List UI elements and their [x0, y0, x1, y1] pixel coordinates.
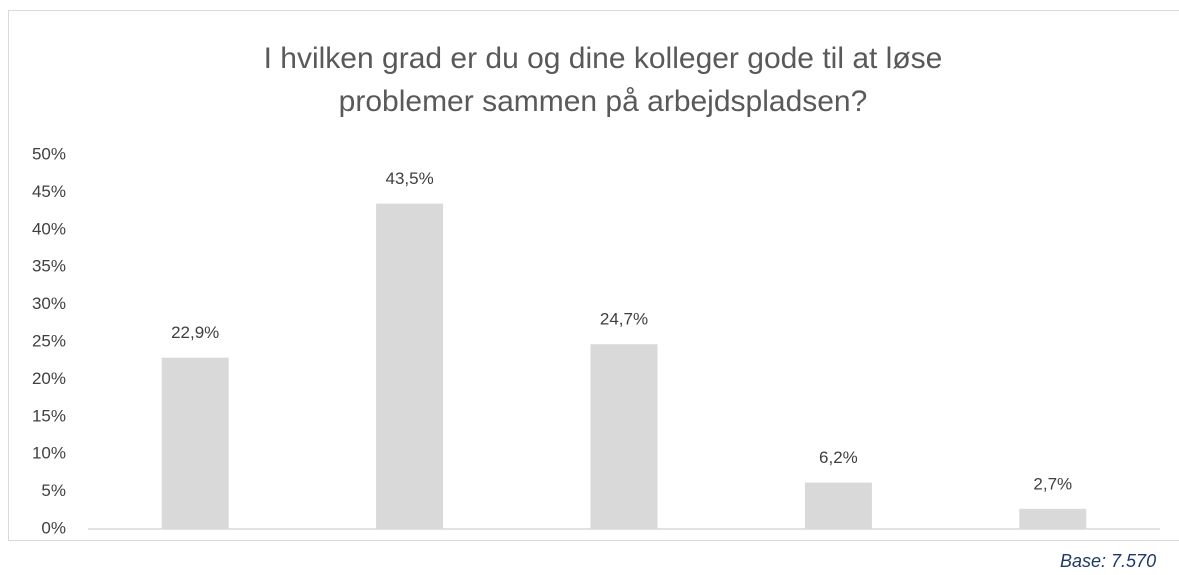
y-tick-label: 40%	[32, 219, 66, 238]
y-tick-label: 35%	[32, 257, 66, 276]
y-tick-label: 45%	[32, 182, 66, 201]
data-label: 43,5%	[385, 169, 433, 188]
y-tick-label: 25%	[32, 331, 66, 350]
bar	[1019, 508, 1087, 529]
y-tick-label: 30%	[32, 294, 66, 313]
data-label: 2,7%	[1033, 474, 1072, 493]
y-tick-label: 15%	[32, 406, 66, 425]
data-label: 24,7%	[600, 310, 648, 329]
y-tick-label: 0%	[41, 518, 66, 537]
bar	[376, 203, 444, 529]
annotation: Base: 7.570	[1060, 551, 1156, 571]
bar	[161, 357, 229, 529]
y-tick-label: 20%	[32, 369, 66, 388]
bar	[590, 344, 658, 529]
y-tick-label: 10%	[32, 444, 66, 463]
footer-background	[0, 541, 1179, 575]
y-tick-label: 5%	[41, 481, 66, 500]
bar	[804, 482, 872, 529]
chart-title: I hvilken grad er du og dine kolleger go…	[264, 42, 943, 75]
data-label: 6,2%	[819, 448, 858, 467]
chart-title: problemer sammen på arbejdspladsen?	[339, 85, 868, 118]
y-tick-label: 50%	[32, 144, 66, 163]
data-label: 22,9%	[171, 323, 219, 342]
